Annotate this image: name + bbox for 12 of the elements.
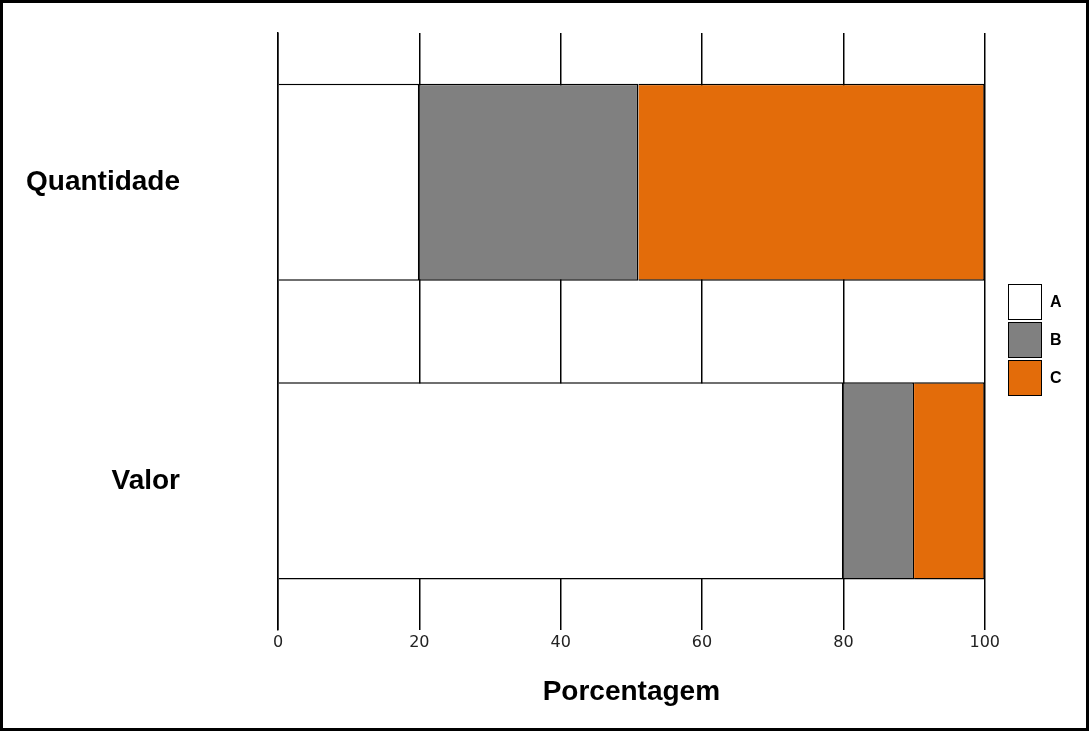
x-tick-label: 20 [409,631,430,651]
legend-label: B [1050,331,1062,349]
x-tick-label: 60 [691,631,713,651]
x-axis-title: Porcentagem [542,674,721,706]
legend-label: C [1050,369,1062,387]
y-tick-label: Quantidade [26,165,181,197]
y-tick-label: Valor [111,463,181,495]
x-tick-label: 80 [833,631,854,651]
x-tick-label: 0 [272,631,284,651]
x-tick-label: 100 [969,631,1000,651]
x-tick-label: 40 [550,631,571,651]
text: A [1050,293,1062,311]
